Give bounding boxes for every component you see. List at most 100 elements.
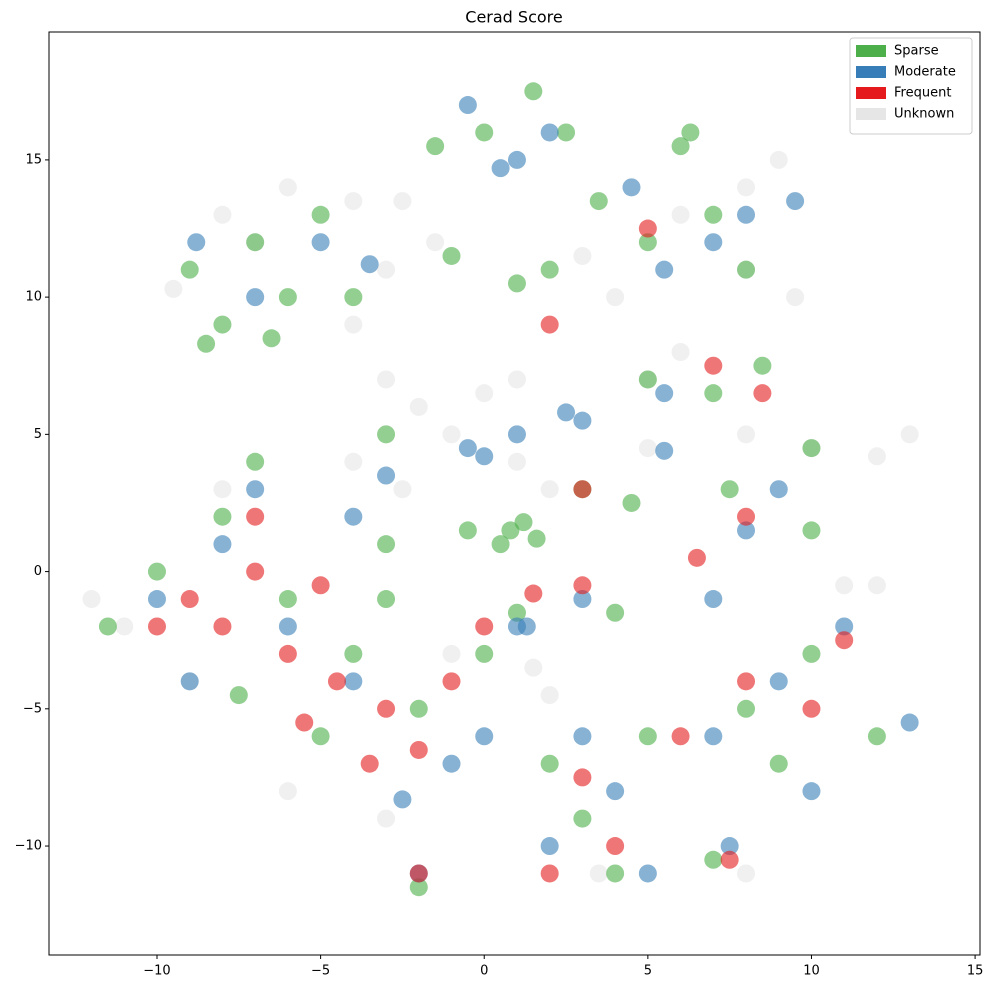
point (377, 260, 396, 279)
point (540, 686, 559, 705)
point (638, 727, 657, 746)
legend-label: Unknown (894, 107, 954, 122)
point (589, 192, 608, 211)
point (377, 699, 396, 718)
point (540, 315, 559, 334)
plot-frame (48, 31, 981, 956)
point (671, 137, 690, 156)
point (377, 590, 396, 609)
point (638, 864, 657, 883)
point (442, 672, 461, 691)
x-tick-label: 10 (803, 964, 820, 979)
point (867, 727, 886, 746)
point (213, 535, 232, 554)
point (737, 699, 756, 718)
series (82, 150, 919, 883)
legend-label: Sparse (894, 44, 939, 59)
x-tick-label: 0 (480, 964, 488, 979)
x-tick-label: −10 (143, 964, 170, 979)
point (524, 584, 543, 603)
point (802, 782, 821, 801)
point (514, 513, 533, 532)
legend-label: Moderate (894, 65, 956, 80)
point (213, 480, 232, 499)
point (802, 439, 821, 458)
point (573, 590, 592, 609)
series (147, 219, 854, 883)
point (737, 672, 756, 691)
point (344, 192, 363, 211)
point (213, 315, 232, 334)
point (213, 507, 232, 526)
point (507, 370, 526, 389)
point (442, 644, 461, 663)
point (147, 562, 166, 581)
point (115, 617, 134, 636)
x-tick-label: 5 (644, 964, 652, 979)
point (835, 631, 854, 650)
point (409, 878, 428, 897)
point (786, 192, 805, 211)
point (278, 782, 297, 801)
point (606, 603, 625, 622)
point (246, 288, 265, 307)
point (213, 617, 232, 636)
point (540, 864, 559, 883)
point (704, 727, 723, 746)
point (737, 178, 756, 197)
point (769, 480, 788, 499)
y-tick-label: −5 (23, 701, 42, 716)
point (344, 288, 363, 307)
point (311, 205, 330, 224)
legend: Sparse Moderate Frequent Unknown (849, 37, 973, 135)
point (507, 274, 526, 293)
point (900, 425, 919, 444)
point (557, 403, 576, 422)
point (573, 246, 592, 265)
point (278, 617, 297, 636)
point (393, 192, 412, 211)
point (344, 315, 363, 334)
point (393, 480, 412, 499)
legend-label: Frequent (894, 86, 951, 101)
point (442, 425, 461, 444)
point (377, 466, 396, 485)
point (344, 452, 363, 471)
point (180, 260, 199, 279)
point (720, 480, 739, 499)
point (475, 727, 494, 746)
point (517, 617, 536, 636)
point (704, 356, 723, 375)
point (671, 727, 690, 746)
point (622, 178, 641, 197)
point (720, 850, 739, 869)
point (769, 754, 788, 773)
point (442, 754, 461, 773)
point (278, 178, 297, 197)
x-tick-label: 15 (967, 964, 984, 979)
point (655, 260, 674, 279)
point (507, 425, 526, 444)
points (82, 82, 919, 897)
point (344, 672, 363, 691)
point (655, 384, 674, 403)
point (377, 809, 396, 828)
y-tick-label: −10 (15, 839, 42, 854)
point (802, 521, 821, 540)
point (835, 576, 854, 595)
point (867, 576, 886, 595)
point (638, 219, 657, 238)
point (704, 850, 723, 869)
point (475, 644, 494, 663)
point (295, 713, 314, 732)
point (475, 617, 494, 636)
point (426, 233, 445, 252)
point (491, 535, 510, 554)
point (278, 590, 297, 609)
point (540, 837, 559, 856)
point (867, 447, 886, 466)
point (180, 590, 199, 609)
point (681, 123, 700, 142)
point (507, 150, 526, 169)
